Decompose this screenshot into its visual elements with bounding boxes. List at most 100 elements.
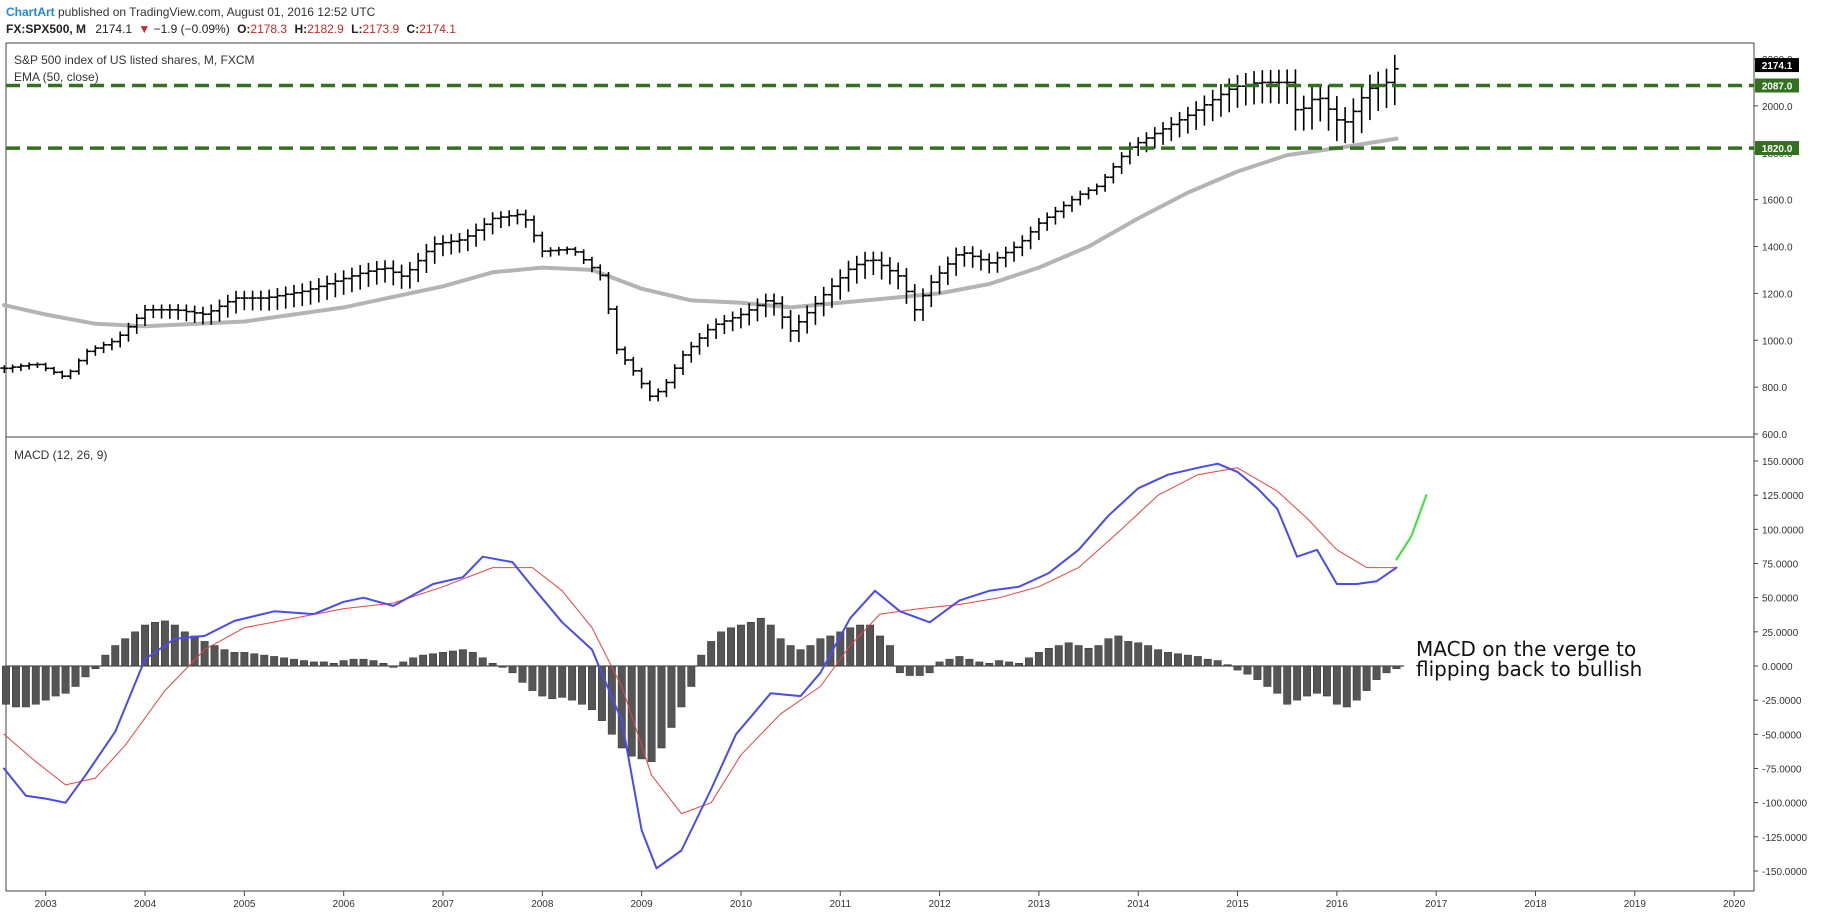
ohlc-bar (786, 310, 795, 342)
histogram-bar (597, 665, 606, 721)
ohlc-bar (397, 264, 406, 289)
histogram-bar (826, 635, 835, 667)
author-link[interactable]: ChartArt (6, 5, 55, 19)
histogram-bar (915, 665, 924, 676)
time-tick-label: 2020 (1723, 899, 1746, 910)
last-price: 2174.1 (95, 22, 132, 36)
time-tick-label: 2010 (730, 899, 753, 910)
histogram-bar (876, 635, 884, 667)
ohlc-bar (447, 234, 456, 255)
macd-tick-label: 25.0000 (1762, 628, 1799, 639)
time-tick-label: 2013 (1028, 899, 1051, 910)
histogram-bar (1263, 665, 1272, 687)
histogram-bar (1144, 645, 1153, 667)
time-tick-label: 2003 (35, 899, 58, 910)
ohlc-bar (182, 304, 191, 322)
ohlc-bar (232, 290, 241, 314)
histogram-bar (1362, 665, 1371, 691)
histogram-bar (737, 624, 745, 667)
symbol-label: FX:SPX500, M (6, 22, 86, 36)
ohlc-bar (695, 332, 704, 355)
histogram-bar (300, 660, 308, 667)
histogram-bar (260, 654, 269, 667)
histogram-bar (528, 665, 537, 691)
histogram-bar (1104, 638, 1113, 667)
histogram-bar (1114, 635, 1123, 667)
ohlc-bar (463, 229, 472, 252)
histogram-bar (965, 658, 974, 667)
ohlc-bar (596, 264, 605, 281)
ohlc-bar (480, 217, 489, 241)
ohlc-bar (968, 246, 977, 268)
time-tick-label: 2017 (1425, 899, 1448, 910)
ohlc-bar (298, 283, 307, 307)
histogram-bar (280, 657, 289, 667)
ohlc-bar (356, 265, 365, 290)
ohlc-bar (438, 235, 447, 257)
ohlc-bar (1382, 68, 1391, 109)
ohlc-bar (414, 252, 423, 283)
level-price-tag (1755, 141, 1799, 156)
ohlc-bar (66, 369, 75, 380)
ohlc-bar (1200, 95, 1209, 126)
time-tick-label: 2019 (1624, 899, 1647, 910)
ohlc-bar (1150, 127, 1159, 149)
open-value: 2178.3 (250, 22, 287, 36)
macd-annotation[interactable]: MACD on the verge to flipping back to bu… (1416, 637, 1643, 681)
ohlc-bar (513, 209, 522, 225)
histogram-bar (498, 665, 507, 668)
ohlc-bar (621, 346, 630, 365)
macd-histogram-layer (2, 617, 1404, 762)
histogram-bar (240, 652, 249, 667)
horizontal-levels-layer[interactable]: 2087.0 1820.0 2174.1 (6, 58, 1799, 156)
histogram-bar (1372, 665, 1381, 680)
price-tick-label: 1200.0 (1762, 289, 1793, 300)
ema-indicator-label[interactable]: EMA (50, close) (14, 70, 99, 84)
ohlc-bar (1101, 173, 1110, 192)
histogram-bar (91, 665, 100, 669)
histogram-bar (1124, 641, 1133, 667)
svg-text:FX:SPX500, M 2174.1: FX:SPX500, M 2174.1 ▼ −1.9 (−0.09%) O:21… (6, 22, 456, 36)
ohlc-bar (1175, 111, 1184, 138)
ohlc-bar (1216, 84, 1225, 117)
macd-tick-label: 0.0000 (1762, 662, 1793, 673)
ohlc-bar (1299, 95, 1308, 131)
histogram-bar (41, 665, 50, 701)
ohlc-bar (1208, 89, 1217, 122)
histogram-bar (1223, 664, 1232, 667)
ohlc-bar (794, 314, 803, 343)
ohlc-bar (1341, 107, 1350, 144)
svg-text:ChartArt published on TradingV: ChartArt published on TradingView.com, A… (6, 5, 376, 19)
histogram-bar (81, 665, 90, 678)
price-pane-title: S&P 500 index of US listed shares, M, FX… (14, 53, 255, 67)
ohlc-bar (1167, 117, 1176, 142)
macd-axis[interactable]: 150.0000 125.0000 100.0000 75.0000 50.0000 25… (1754, 457, 1807, 878)
histogram-bar (1005, 661, 1014, 667)
macd-tick-label: -150.0000 (1762, 867, 1807, 878)
ohlc-bar (770, 293, 779, 316)
histogram-bar (727, 627, 735, 667)
ohlc-bar (629, 356, 638, 376)
ohlc-bar (976, 249, 985, 271)
ema-line (2, 136, 1399, 329)
ohlc-bar (861, 251, 870, 279)
histogram-bar (319, 661, 328, 667)
histogram-bar (975, 661, 984, 667)
ohlc-bar (1349, 98, 1358, 144)
ohlc-bar (74, 358, 83, 375)
price-axis[interactable]: 600.0800.01000.01200.01400.01600.01800.0… (1754, 55, 1793, 441)
histogram-bar (1044, 647, 1053, 667)
time-axis[interactable]: 2003 2004 2005 2006 2007 2008 2009 2010 2011 2012… (35, 891, 1746, 910)
ohlc-bar (381, 260, 390, 283)
histogram-bar (1203, 658, 1212, 667)
histogram-bar (647, 665, 656, 762)
ohlc-bar (902, 268, 911, 304)
macd-indicator-label[interactable]: MACD (12, 26, 9) (14, 448, 107, 462)
ohlc-bar (1134, 137, 1143, 157)
price-tick-label: 800.0 (1762, 383, 1787, 394)
histogram-bar (101, 654, 110, 667)
histogram-bar (1253, 665, 1262, 680)
histogram-bar (210, 645, 219, 667)
ohlc-bar (703, 324, 712, 347)
ohlc-bar (712, 318, 721, 339)
